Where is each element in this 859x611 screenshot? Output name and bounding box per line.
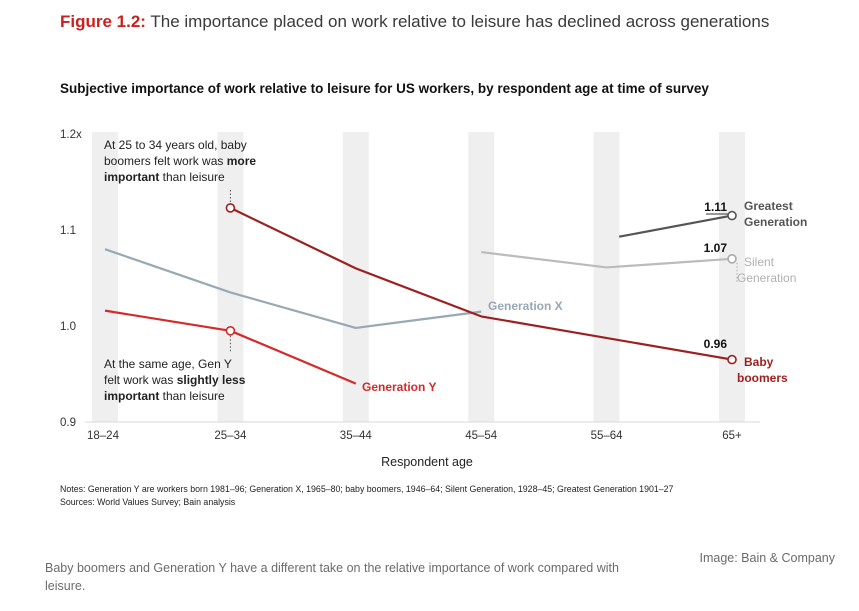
- boomers-series-label: Baby: [744, 355, 774, 369]
- y-tick-label: 1.0: [60, 321, 76, 333]
- y-tick-label: 0.9: [60, 417, 76, 429]
- age-band-6: [719, 132, 745, 422]
- silent-generation-line: [481, 250, 733, 269]
- boomers-annotation-line: important than leisure: [104, 170, 225, 184]
- boomers-25-34-marker: [225, 203, 236, 213]
- greatest-65-marker: [727, 210, 737, 221]
- greatest-series-label-line2: Generation: [744, 215, 807, 229]
- age-band-4: [468, 132, 495, 422]
- gen-y-annotation-line: At the same age, Gen Y: [104, 357, 232, 371]
- figure-title: Figure 1.2: The importance placed on wor…: [60, 12, 769, 32]
- age-band-1: [92, 132, 118, 422]
- x-tick-label: 25–34: [214, 430, 247, 442]
- silent-series-label-line2: Generation: [737, 271, 796, 285]
- gen-y-annotation-line: felt work was slightly less: [104, 373, 246, 387]
- x-tick-label: 35–44: [340, 430, 373, 442]
- age-band-5: [593, 132, 620, 422]
- annotation-text: boomers felt work was: [104, 154, 227, 168]
- age-band-2: [217, 132, 244, 422]
- figure-title-text: The importance placed on work relative t…: [150, 12, 770, 31]
- image-credit: Image: Bain & Company: [699, 551, 836, 565]
- gen-y-25-34-marker: [225, 325, 236, 336]
- greatest-value-label: 1.11: [704, 200, 727, 214]
- gen-y-series-label: Generation Y: [362, 380, 436, 394]
- annotation-emphasis: slightly less: [177, 373, 246, 387]
- x-tick-label: 18–24: [87, 430, 120, 442]
- boomers-series-label-line2: boomers: [737, 371, 788, 385]
- gen-y-annotation: At the same age, Gen Y felt work was slig…: [104, 357, 246, 403]
- image-caption: Baby boomers and Generation Y have a dif…: [45, 561, 619, 593]
- chart-notes: Notes: Generation Y are workers born 198…: [60, 484, 674, 494]
- annotation-emphasis: more: [227, 154, 257, 168]
- annotation-text: than leisure: [159, 389, 225, 403]
- annotation-text: At 25 to 34 years old, baby: [104, 138, 247, 152]
- x-tick-label: 65+: [722, 430, 742, 442]
- boomers-annotation: At 25 to 34 years old, baby boomers felt …: [104, 138, 256, 184]
- x-axis-title: Respondent age: [381, 455, 473, 469]
- figure-label: Figure 1.2:: [60, 12, 146, 31]
- baby-boomers-line: [229, 206, 733, 361]
- silent-65-marker: [727, 253, 737, 264]
- greatest-generation-line: [618, 214, 733, 238]
- chart-title: Subjective importance of work relative t…: [60, 81, 709, 96]
- gen-y-annotation-line: important than leisure: [104, 389, 225, 403]
- gen-x-series-label: Generation X: [488, 299, 563, 313]
- annotation-emphasis: important: [104, 170, 159, 184]
- annotation-text: felt work was: [104, 373, 177, 387]
- annotation-text: than leisure: [159, 170, 225, 184]
- silent-series-label: Silent: [744, 255, 775, 269]
- x-tick-label: 45–54: [465, 430, 498, 442]
- boomers-annotation-line: boomers felt work was more: [104, 154, 256, 168]
- annotation-emphasis: important: [104, 389, 159, 403]
- boomers-65-marker: [727, 354, 737, 365]
- age-band-3: [342, 132, 369, 422]
- boomers-value-label: 0.96: [704, 337, 728, 351]
- generation-x-line: [104, 248, 482, 330]
- chart-sources: Sources: World Values Survey; Bain analy…: [60, 497, 236, 507]
- x-tick-label: 55–64: [591, 430, 624, 442]
- greatest-series-label: Greatest: [744, 199, 793, 213]
- annotation-text: At the same age, Gen Y: [104, 357, 232, 371]
- y-tick-label: 1.1: [60, 225, 76, 237]
- silent-value-label: 1.07: [704, 241, 728, 255]
- y-tick-label: 1.2x: [60, 129, 82, 141]
- boomers-annotation-line: At 25 to 34 years old, baby: [104, 138, 247, 152]
